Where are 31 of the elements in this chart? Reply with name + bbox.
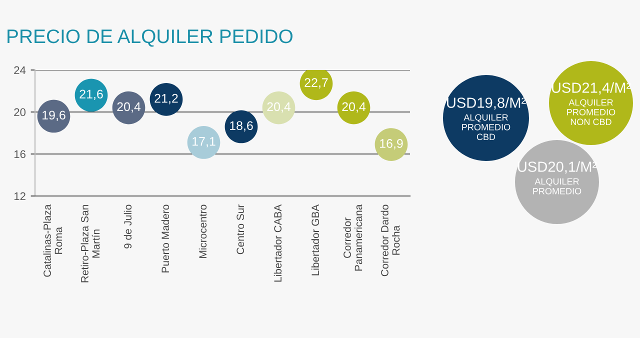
data-label: 20,4 <box>267 102 291 113</box>
text: USD20,1/M² <box>518 161 597 174</box>
x-tick-label: Microcentro <box>198 204 207 258</box>
data-label: 17,1 <box>192 137 216 148</box>
data-label: 20,4 <box>117 102 141 113</box>
x-tick-label: Puerto Madero <box>161 204 170 272</box>
chart-title: PRECIO DE ALQUILER PEDIDO <box>8 29 292 47</box>
data-label: 22,7 <box>304 78 328 88</box>
y-tick-label: 12 <box>14 192 26 200</box>
y-tick-label: 20 <box>14 108 26 116</box>
data-label: 16,9 <box>380 139 403 150</box>
x-tick-label: Libertador GBA <box>311 204 320 276</box>
y-tick-label: 24 <box>14 66 26 74</box>
data-label: 21,2 <box>154 94 178 104</box>
text: ALQUILER PROMEDIO NON CBD <box>567 99 616 126</box>
x-tick-label: Centro Sur <box>236 204 244 254</box>
text: USD19,8/M² <box>447 97 526 110</box>
x-tick-label: 9 de Julio <box>124 204 132 248</box>
text: USD21,4/M² <box>552 82 631 95</box>
data-label: 21,6 <box>80 90 103 100</box>
x-tick-label: Catalinas-Plaza Roma <box>43 204 62 277</box>
y-tick-label: 16 <box>14 150 26 158</box>
data-label: 18,6 <box>230 121 253 132</box>
text: ALQUILER PROMEDIO <box>533 178 582 194</box>
data-label: 20,4 <box>342 102 366 113</box>
x-tick-label: Corredor Dardo Rocha <box>380 204 400 276</box>
x-tick-label: Retiro-Plaza San Martín <box>80 205 100 282</box>
x-tick-label: Corredor Panamericana <box>343 204 362 271</box>
text: ALQUILER PROMEDIO CBD <box>462 114 510 140</box>
data-label: 19,6 <box>42 110 66 122</box>
x-tick-label: Libertador CABA <box>274 204 282 282</box>
